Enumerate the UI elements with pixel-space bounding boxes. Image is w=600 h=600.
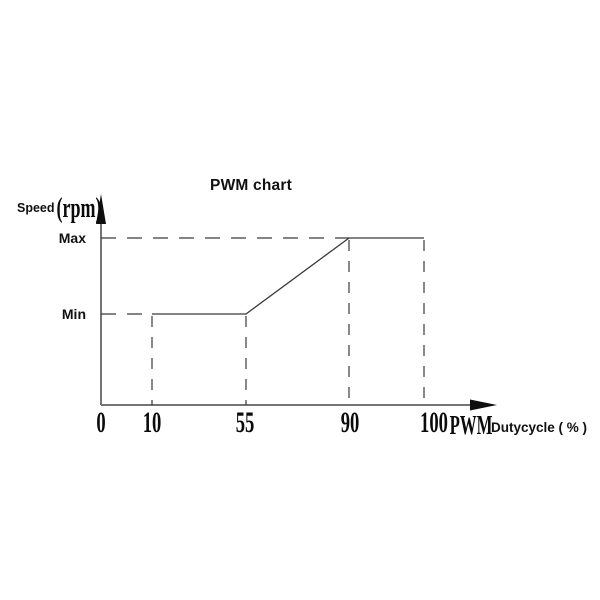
x-tick-label: 0 <box>96 406 106 439</box>
x-tick-label: 10 <box>142 406 162 439</box>
x-axis-title-label: Dutycycle ( % ) <box>491 420 588 435</box>
chart-title: PWM chart <box>210 177 292 194</box>
x-axis-arrow-icon <box>470 399 497 411</box>
y-axis-arrow-icon <box>96 194 106 224</box>
speed-curve <box>152 237 424 315</box>
y-axis-unit-label: (rpm) <box>56 192 102 224</box>
max-level-label: Max <box>58 230 86 246</box>
y-axis-name-label: Speed <box>17 201 55 215</box>
min-level-label: Min <box>61 306 86 322</box>
x-tick-label: 90 <box>340 406 360 439</box>
x-tick-label: 100 <box>420 406 448 439</box>
x-axis-unit-prefix-label: PWM <box>449 410 493 440</box>
x-tick-label: 55 <box>235 406 255 439</box>
